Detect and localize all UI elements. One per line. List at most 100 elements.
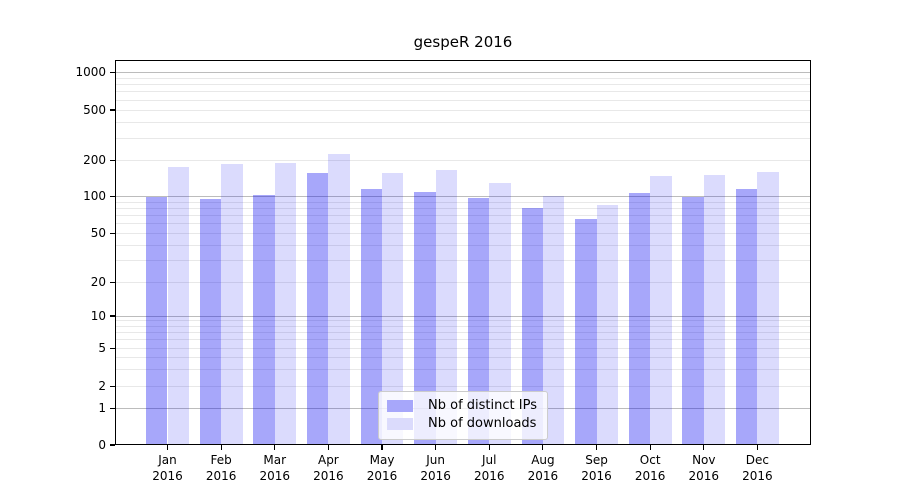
legend-label-downloads: Nb of downloads [428,416,537,431]
y-axis-tick-label: 1000 [75,65,106,80]
gridline-minor [115,207,811,209]
bar-nb-of-downloads-apr-2016 [328,153,350,445]
bar-nb-of-downloads-may-2016 [382,172,404,445]
bar-nb-of-downloads-mar-2016 [274,163,297,445]
x-axis-tick-mark [756,445,759,450]
axis-spine-bottom [115,443,811,445]
legend-item-downloads: Nb of downloads [387,416,537,432]
y-axis-tick-label: 1 [98,400,106,415]
x-axis-tick-label: Apr 2016 [313,453,344,483]
gridline-minor [115,91,811,93]
y-axis-tick-mark [110,315,115,317]
legend: Nb of distinct IPs Nb of downloads [378,391,548,440]
x-axis-tick-mark [488,445,490,450]
x-axis-tick-mark [274,445,276,450]
gridline-major [115,196,811,198]
gridline-minor [115,232,811,234]
x-axis-tick-mark [166,445,169,450]
x-axis-tick-label: Jun 2016 [420,453,451,483]
bar-nb-of-distinct-ips-may-2016 [360,188,382,445]
gridline-minor [115,215,811,217]
gridline-minor [115,223,811,225]
y-axis-tick-label: 5 [98,341,106,355]
gridline-minor [115,369,811,371]
y-axis-tick-mark [110,444,115,446]
gridline-minor [115,320,811,322]
gridline-minor [115,282,811,284]
y-axis-tick-mark [110,109,115,111]
gridline-minor [115,84,811,86]
y-axis-tick-label: 50 [90,225,106,240]
bar-nb-of-distinct-ips-mar-2016 [253,195,275,445]
y-axis-tick-mark [110,72,115,74]
legend-swatch-distinct-ips [387,400,414,412]
gridline-major [115,315,811,317]
gridline-minor [115,109,811,111]
y-axis-tick-label: 0 [98,437,106,452]
axis-spine-left [115,60,117,445]
bar-nb-of-distinct-ips-apr-2016 [306,173,329,445]
gridline-minor [115,357,811,359]
bar-nb-of-downloads-jun-2016 [435,169,458,445]
gridline-minor [115,339,811,341]
x-axis-tick-label: Sep 2016 [581,453,612,483]
legend-label-distinct-ips: Nb of distinct IPs [428,398,537,413]
chart-title: gespeR 2016 [413,33,513,51]
x-axis-tick-mark [381,445,383,450]
bar-nb-of-downloads-aug-2016 [542,195,565,445]
x-axis-tick-mark [542,445,544,450]
y-axis-tick-mark [110,386,115,388]
legend-item-distinct-ips: Nb of distinct IPs [387,398,537,414]
x-axis-tick-label: Nov 2016 [688,453,720,483]
x-axis-tick-mark [220,445,222,450]
y-axis-tick-label: 10 [90,308,106,323]
bar-nb-of-distinct-ips-jun-2016 [414,191,436,445]
x-axis-tick-label: Dec 2016 [742,453,773,483]
bar-nb-of-distinct-ips-jul-2016 [467,197,490,445]
y-axis-tick-mark [110,232,115,234]
y-axis-tick-label: 200 [83,153,106,167]
gridline-minor [115,77,811,79]
bar-nb-of-distinct-ips-jan-2016 [146,196,168,445]
gridline-minor [115,137,811,139]
bar-nb-of-distinct-ips-oct-2016 [628,192,651,445]
x-axis-tick-label: Oct 2016 [634,453,666,483]
x-axis-tick-label: Mar 2016 [259,453,291,483]
x-axis-tick-mark [327,445,329,450]
bar-nb-of-distinct-ips-dec-2016 [736,188,758,445]
gridline-minor [115,121,811,123]
y-axis-tick-mark [110,159,115,162]
y-axis-tick-mark [110,347,115,350]
bar-nb-of-distinct-ips-aug-2016 [521,207,543,445]
gridline-minor [115,160,811,161]
gridline-minor [115,260,811,262]
axis-spine-right [809,60,811,445]
plot-area: 1000 500 200 100 50 20 10 5 2 1 0 Jan 2016 Feb 2016 M… [75,60,811,483]
gridline-minor [115,332,811,334]
x-axis-tick-mark [649,445,651,450]
y-axis-tick-mark [110,196,115,198]
x-axis-tick-label: Feb 2016 [205,453,237,483]
bar-nb-of-distinct-ips-nov-2016 [682,196,704,445]
y-axis-tick-label: 20 [90,275,106,290]
x-axis-tick-label: Jan 2016 [152,453,183,483]
bar-nb-of-distinct-ips-sep-2016 [575,219,597,445]
bar-nb-of-downloads-sep-2016 [596,205,618,445]
y-axis-tick-label: 500 [83,102,106,117]
y-axis-tick-label: 100 [83,189,106,204]
gridline-major [115,72,811,74]
gridline-minor [115,348,811,349]
x-axis-tick-mark [595,445,598,450]
gridline-minor [115,325,811,327]
y-axis-tick-mark [110,407,115,409]
bar-nb-of-downloads-feb-2016 [221,164,243,445]
gridline-minor [115,244,811,246]
axis-spine-top [115,60,811,62]
bar-nb-of-downloads-jan-2016 [167,166,189,445]
y-axis-tick-mark [110,282,115,284]
x-axis-tick-label: Aug 2016 [527,453,559,483]
y-axis-tick-label: 2 [98,379,106,394]
bar-nb-of-distinct-ips-feb-2016 [199,198,222,445]
gridline-minor [115,386,811,388]
bar-nb-of-downloads-dec-2016 [757,171,779,445]
